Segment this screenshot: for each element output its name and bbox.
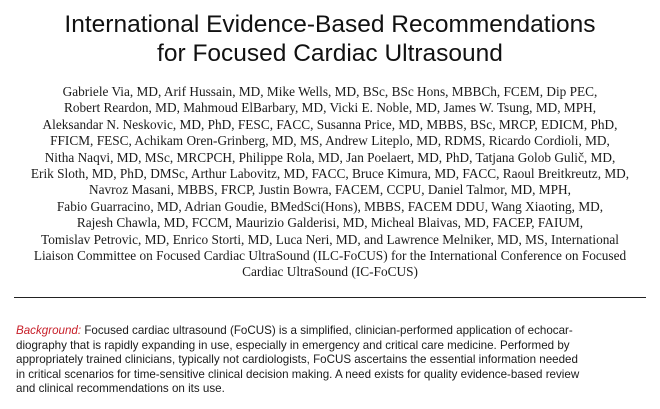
- author-line: Fabio Guarracino, MD, Adrian Goudie, BMe…: [56, 198, 604, 214]
- title-line: International Evidence-Based Recommendat…: [64, 11, 596, 38]
- author-line: Liaison Committee on Focused Cardiac Ult…: [33, 248, 627, 264]
- paper-title: International Evidence-Based Recommendat…: [0, 10, 660, 68]
- abstract-line: appropriately trained clinicians, typica…: [16, 353, 578, 367]
- abstract-line: in critical scenarios for time-sensitive…: [16, 367, 580, 381]
- abstract-line: Background: Focused cardiac ultrasound (…: [16, 324, 648, 339]
- author-line: Tomislav Petrovic, MD, Enrico Storti, MD…: [41, 231, 619, 247]
- abstract-section-label: Background:: [16, 324, 82, 337]
- author-line: Nitha Naqvi, MD, MSc, MRCPCH, Philippe R…: [44, 149, 616, 165]
- author-line: Aleksandar N. Neskovic, MD, PhD, FESC, F…: [42, 116, 618, 132]
- abstract-line: diography that is rapidly expanding in u…: [16, 338, 570, 352]
- section-divider: [14, 297, 646, 298]
- title-line: for Focused Cardiac Ultrasound: [157, 40, 503, 67]
- abstract-text: Focused cardiac ultrasound (FoCUS) is a …: [81, 324, 573, 337]
- author-line: Cardiac UltraSound (IC-FoCUS): [242, 264, 418, 280]
- abstract-background: Background: Focused cardiac ultrasound (…: [16, 324, 648, 397]
- author-line: Robert Reardon, MD, Mahmoud ElBarbary, M…: [63, 100, 597, 116]
- author-line: Erik Sloth, MD, PhD, DMSc, Arthur Labovi…: [30, 166, 630, 182]
- author-list: Gabriele Via, MD, Arif Hussain, MD, Mike…: [14, 84, 646, 281]
- author-line: Navroz Masani, MBBS, FRCP, Justin Bowra,…: [89, 182, 571, 198]
- abstract-line: and clinical recommendations on its use.: [16, 382, 225, 396]
- author-line: Rajesh Chawla, MD, FCCM, Maurizio Galder…: [76, 215, 584, 231]
- author-line: Gabriele Via, MD, Arif Hussain, MD, Mike…: [62, 84, 598, 99]
- author-line: FFICM, FESC, Achikam Oren-Grinberg, MD, …: [50, 133, 610, 149]
